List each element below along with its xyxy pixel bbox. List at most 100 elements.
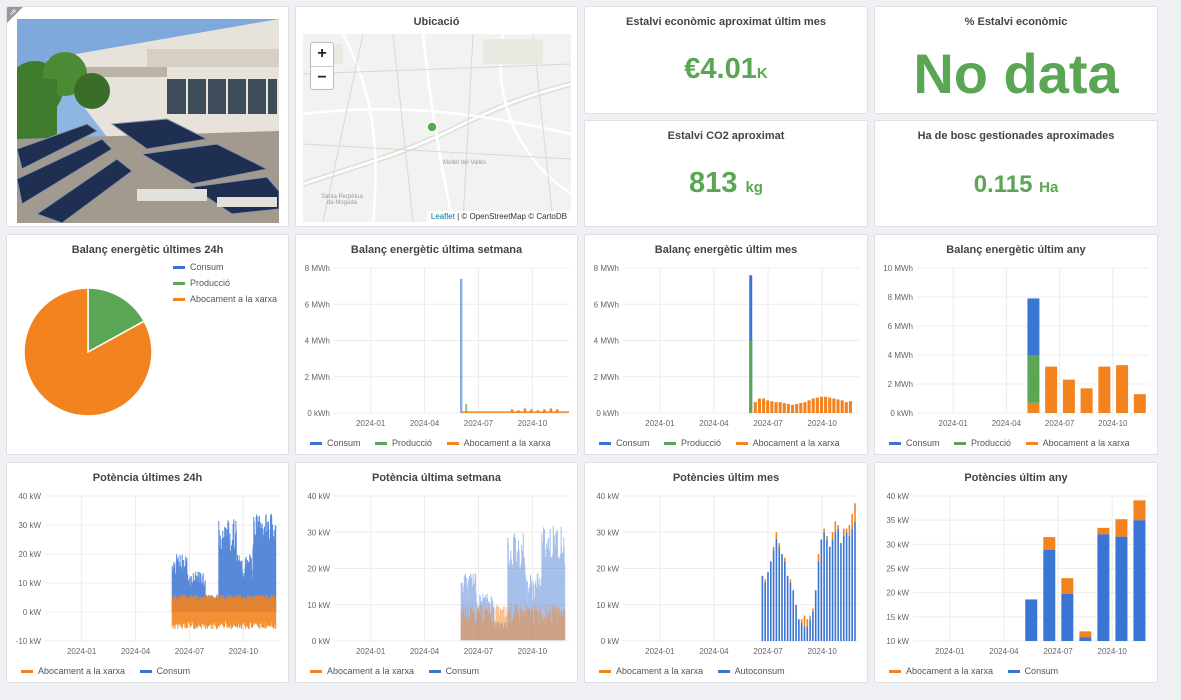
legend-label: Abocament a la xarxa	[38, 666, 126, 676]
x-tick-label: 2024-07	[753, 419, 783, 428]
consum-bar	[1079, 637, 1092, 641]
legend-swatch	[173, 298, 185, 302]
abocament-bar	[770, 401, 774, 413]
open-link-icon[interactable]: ⇗	[9, 7, 17, 17]
legend-swatch	[1025, 442, 1038, 446]
produccio-spike	[465, 403, 468, 413]
legend-item-abocament[interactable]: Abocament a la xarxa	[310, 666, 414, 676]
legend-item-consum[interactable]: Consum	[310, 438, 361, 448]
legend-item-abocament[interactable]: Abocament a la xarxa	[173, 294, 277, 304]
x-tick-label: 2024-04	[699, 647, 729, 656]
y-tick-label: 40 kW	[886, 492, 909, 501]
y-tick-label: 40 kW	[596, 492, 619, 501]
y-tick-label: 10 kW	[18, 579, 41, 588]
x-tick-label: 2024-04	[410, 647, 440, 656]
legend-item-consum[interactable]: Consum	[428, 666, 479, 676]
abocament-bar	[782, 403, 786, 413]
abocament-series	[171, 594, 277, 630]
legend-swatch	[599, 442, 611, 446]
pie-panel: Balanç energètic últimes 24h Consum Prod…	[6, 234, 289, 455]
x-tick-label: 2024-01	[356, 647, 386, 656]
legend-item-produccio[interactable]: Producció	[954, 438, 1011, 448]
pie-slice-2	[23, 287, 153, 417]
stat-unit: kg	[745, 179, 763, 196]
legend-label: Consum	[156, 666, 191, 676]
legend-item-autoconsum[interactable]: Autoconsum	[717, 666, 785, 676]
autoconsum-bar	[767, 572, 769, 641]
y-tick-label: 0 kW	[312, 637, 331, 646]
y-tick-label: 2 MWh	[888, 380, 913, 389]
abocament-bar	[806, 619, 809, 627]
abocament-bar	[831, 532, 834, 540]
legend-item-abocament[interactable]: Abocament a la xarxa	[735, 438, 840, 448]
abocament-bar	[819, 396, 824, 413]
y-tick-label: 35 kW	[886, 516, 909, 525]
legend-item-abocament[interactable]: Abocament a la xarxa	[446, 438, 551, 448]
abocament-bar	[834, 521, 837, 533]
autoconsum-bar	[828, 546, 831, 641]
pie-legend: Consum Producció Abocament a la xarxa	[173, 262, 277, 310]
chart-panel-year-energy: Balanç energètic últim any 0 kWh 2 MWh 4 M…	[874, 234, 1158, 455]
abocament-bar	[848, 525, 851, 536]
power-day-chart[interactable]: -10 kW 0 kW 10 kW 20 kW 30 kW 40 kW 2024-01 202…	[7, 463, 289, 683]
zoom-out-button[interactable]: −	[311, 66, 333, 89]
legend-label: Consum	[190, 262, 224, 272]
y-tick-label: 6 MWh	[888, 322, 913, 331]
legend-label: Abocament a la xarxa	[327, 666, 415, 676]
energy-week-chart[interactable]: 0 kWh 2 MWh 4 MWh 6 MWh 8 MWh 2024-01 2024-04 2…	[296, 235, 578, 455]
x-tick-label: 2024-01	[645, 647, 675, 656]
legend-item-produccio[interactable]: Producció	[375, 438, 432, 448]
power-year-chart[interactable]: 10 kW 15 kW 20 kW 25 kW 30 kW 35 kW 40 kW 2024-…	[875, 463, 1158, 683]
legend-swatch	[139, 670, 152, 674]
stat-panel-eco: Estalvi econòmic aproximat últim mes €4.…	[584, 6, 868, 114]
zoom-in-button[interactable]: +	[317, 45, 327, 62]
legend-item-abocament[interactable]: Abocament a la xarxa	[889, 666, 993, 676]
legend-item-consum[interactable]: Consum	[139, 666, 191, 676]
legend-item-consum[interactable]: Consum	[599, 438, 650, 448]
consum-bar	[1025, 599, 1038, 641]
abocament-bar	[809, 615, 811, 620]
abocament-bar	[543, 409, 546, 413]
x-tick-label: 2024-10	[1098, 419, 1128, 428]
abocament-bar	[789, 579, 792, 583]
power-week-chart[interactable]: 0 kW 10 kW 20 kW 30 kW 40 kW 2024-01 2024-04 20…	[296, 463, 578, 683]
legend-item-produccio[interactable]: Producció	[664, 438, 721, 448]
y-tick-label: 4 MWh	[888, 351, 913, 360]
x-tick-label: 2024-04	[989, 647, 1019, 656]
legend-item-abocament[interactable]: Abocament a la xarxa	[599, 666, 703, 676]
chart-panel-week-power: Potència última setmana 0 kW 10 kW 20 kW 30…	[295, 462, 578, 683]
abocament-bar	[803, 615, 806, 627]
panel-title: Potències últim any	[964, 472, 1068, 484]
pie-chart[interactable]	[23, 287, 173, 437]
energy-year-chart[interactable]: 0 kWh 2 MWh 4 MWh 6 MWh 8 MWh 10 MWh 2024-01 20…	[875, 235, 1158, 455]
legend-item-abocament[interactable]: Abocament a la xarxa	[21, 666, 125, 676]
power-month-chart[interactable]: 0 kW 10 kW 20 kW 30 kW 40 kW 2024-01 2024-04 20…	[585, 463, 868, 683]
location-map[interactable]: Mollet del Vallès Santa Perpètua de Mogo…	[303, 34, 571, 222]
abocament-bar	[766, 400, 770, 413]
panel-title: Potències últim mes	[672, 472, 780, 484]
legend-item-abocament[interactable]: Abocament a la xarxa	[1025, 438, 1130, 448]
year-energy-bar	[1027, 402, 1040, 413]
panel-corner: ⇗	[7, 7, 23, 23]
legend-item-consum[interactable]: Consum	[889, 438, 940, 448]
leaflet-link[interactable]: Leaflet	[430, 212, 455, 221]
stat-unit: Ha	[1039, 179, 1059, 196]
autoconsum-bar	[826, 539, 828, 641]
legend-item-produccio[interactable]: Producció	[173, 278, 277, 288]
energy-month-chart[interactable]: 0 kWh 2 MWh 4 MWh 6 MWh 8 MWh 2024-01 2024-04 2…	[585, 235, 868, 455]
abocament-bar	[817, 554, 820, 562]
abocament-bar	[772, 546, 775, 551]
abocament-bar	[523, 408, 527, 413]
panel-title: Estalvi CO2 aproximat	[667, 130, 785, 142]
abocament-bar	[1061, 578, 1074, 594]
abocament-bar	[854, 503, 856, 522]
chart-legend: Abocament a la xarxa Consum	[310, 666, 491, 676]
y-tick-label: 10 MWh	[883, 264, 913, 273]
y-tick-label: 30 kW	[18, 521, 41, 530]
legend-item-consum[interactable]: Consum	[173, 262, 277, 272]
x-tick-label: 2024-04	[699, 419, 729, 428]
legend-item-consum[interactable]: Consum	[1007, 666, 1058, 676]
legend-swatch	[1007, 670, 1020, 674]
abocament-bar	[800, 619, 803, 623]
panel-title: Balanç energètic últimes 24h	[71, 244, 224, 256]
